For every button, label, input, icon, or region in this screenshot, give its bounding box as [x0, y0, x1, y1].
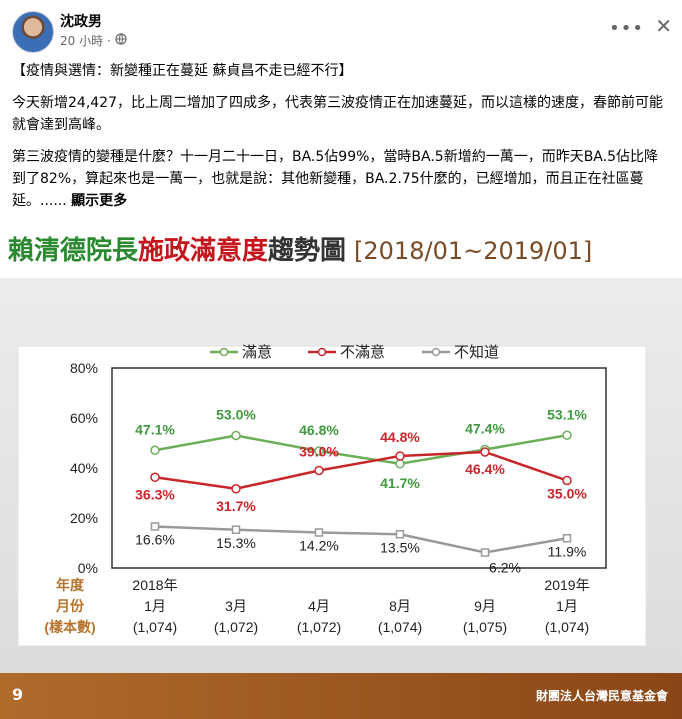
data-point-0-5 — [562, 430, 572, 440]
post-image[interactable]: 賴清德院長施政滿意度趨勢圖 [2018/01~2019/01] 0% 20% 40% 6… — [0, 210, 682, 719]
x-row-label: (樣本數) — [44, 619, 95, 635]
x-tick-label: (1,074) — [545, 619, 589, 635]
data-label-0-1: 53.0% — [216, 407, 256, 423]
satisfaction-line-chart: 0% 20% 40% 60% 80% 滿意 不滿意 不知道 47.1% 53.0% 46.8% 41.… — [17, 343, 647, 647]
close-icon[interactable]: ✕ — [655, 14, 672, 38]
author-avatar[interactable] — [12, 11, 54, 53]
x-row-label: 年度 — [56, 577, 85, 593]
figure-title-range: [2018/01~2019/01] — [354, 237, 593, 265]
data-point-0-0 — [150, 445, 160, 455]
series-line-0 — [154, 434, 568, 466]
data-label-0-2: 46.8% — [299, 422, 339, 438]
y-tick-label: 0% — [78, 560, 98, 576]
x-tick-label: 1月 — [556, 598, 578, 614]
more-horizontal-icon[interactable]: ••• — [609, 18, 644, 39]
data-point-1-0 — [150, 472, 160, 482]
y-tick-label: 60% — [70, 410, 98, 426]
data-label-1-4: 46.4% — [465, 461, 505, 477]
meta-dot: · — [107, 33, 111, 48]
y-tick-label: 20% — [70, 510, 98, 526]
post-paragraph-2: 第三波疫情的變種是什麼？十一月二十一日，BA.5佔99%，當時BA.5新增約一萬… — [12, 146, 668, 212]
post-meta: 20 小時 · — [60, 32, 127, 49]
legend-marker-2 — [431, 347, 441, 357]
legend-label-2: 不知道 — [454, 344, 499, 361]
x-tick-label: (1,072) — [297, 619, 341, 635]
data-label-2-3: 13.5% — [380, 539, 420, 555]
data-label-2-5: 11.9% — [548, 543, 587, 559]
figure-page-number: 9 — [12, 685, 24, 704]
x-tick-label: 4月 — [308, 598, 330, 614]
data-label-0-5: 53.1% — [547, 406, 587, 422]
x-tick-label: (1,072) — [214, 619, 258, 635]
figure-org-name: 財團法人台灣民意基金會 — [535, 689, 668, 703]
see-more-link[interactable]: 顯示更多 — [71, 193, 128, 209]
legend-marker-1 — [317, 347, 327, 357]
legend-label-1: 不滿意 — [340, 343, 385, 361]
data-label-2-0: 16.6% — [135, 532, 175, 548]
figure-title-part3: 趨勢圖 — [268, 236, 347, 266]
y-tick-label: 80% — [70, 360, 98, 376]
x-tick-label: 2019年 — [544, 577, 589, 593]
data-point-2-1 — [231, 525, 241, 534]
plot-area-frame — [111, 367, 607, 569]
x-tick-label: 9月 — [474, 598, 496, 614]
data-point-1-4 — [480, 447, 490, 457]
data-point-1-5 — [562, 475, 572, 486]
figure-footer: 9 財團法人台灣民意基金會 — [0, 673, 682, 719]
data-label-1-3: 44.8% — [380, 429, 420, 445]
data-label-0-3: 41.7% — [380, 475, 420, 491]
data-point-2-3 — [395, 530, 405, 539]
x-tick-label: 3月 — [225, 598, 247, 614]
x-row-label: 月份 — [55, 598, 85, 614]
data-point-2-4 — [480, 548, 490, 557]
data-label-1-2: 39.0% — [299, 444, 339, 460]
legend-marker-0 — [219, 347, 229, 357]
x-tick-label: (1,074) — [133, 619, 177, 635]
data-point-2-5 — [562, 534, 572, 543]
data-label-2-1: 15.3% — [216, 535, 256, 551]
figure-title: 賴清德院長施政滿意度趨勢圖 [2018/01~2019/01] — [8, 230, 592, 267]
data-point-0-1 — [231, 430, 241, 441]
author-name[interactable]: 沈政男 — [60, 14, 102, 30]
legend-label-0: 滿意 — [242, 343, 272, 361]
data-label-1-0: 36.3% — [135, 486, 175, 502]
series-line-1 — [154, 450, 568, 491]
post-paragraph-2-text: 第三波疫情的變種是什麼？十一月二十一日，BA.5佔99%，當時BA.5新增約一萬… — [12, 149, 658, 209]
x-tick-label: (1,074) — [378, 619, 422, 635]
post-paragraph-1: 今天新增24,427，比上周二增加了四成多，代表第三波疫情正在加速蔓延，而以這樣… — [12, 95, 663, 133]
data-point-2-2 — [314, 528, 324, 537]
y-tick-label: 40% — [70, 460, 98, 476]
data-label-0-4: 47.4% — [465, 421, 505, 437]
figure-title-part2: 施政滿意度 — [138, 236, 269, 266]
data-point-0-3 — [395, 459, 405, 469]
data-label-1-1: 31.7% — [216, 498, 256, 514]
data-label-2-4: 6.2% — [489, 560, 521, 576]
data-point-0-2 — [314, 446, 324, 456]
data-point-1-2 — [314, 465, 324, 476]
data-label-0-0: 47.1% — [135, 421, 175, 437]
post-title-line: 【疫情與選情：新變種正在蔓延 蘇貞昌不走已經不行】 — [12, 63, 353, 79]
post-time[interactable]: 20 小時 — [60, 34, 104, 48]
chart-background: 0% 20% 40% 60% 80% 滿意 不滿意 不知道 47.1% 53.0% 46.8% 41.… — [0, 278, 682, 673]
x-tick-label: 1月 — [144, 598, 166, 614]
x-tick-label: (1,075) — [463, 619, 507, 635]
x-tick-label: 8月 — [389, 598, 411, 614]
data-label-1-5: 35.0% — [547, 486, 587, 502]
figure-title-part1: 賴清德院長 — [8, 236, 139, 266]
data-point-1-3 — [395, 451, 405, 461]
chart-panel — [17, 345, 647, 647]
data-point-2-0 — [150, 522, 160, 531]
series-line-2 — [154, 525, 568, 554]
x-tick-label: 2018年 — [132, 577, 177, 593]
globe-icon — [115, 33, 127, 48]
post-text: 【疫情與選情：新變種正在蔓延 蘇貞昌不走已經不行】 今天新增24,427，比上周… — [12, 60, 668, 222]
data-point-1-1 — [231, 484, 241, 494]
data-label-2-2: 14.2% — [299, 538, 339, 554]
